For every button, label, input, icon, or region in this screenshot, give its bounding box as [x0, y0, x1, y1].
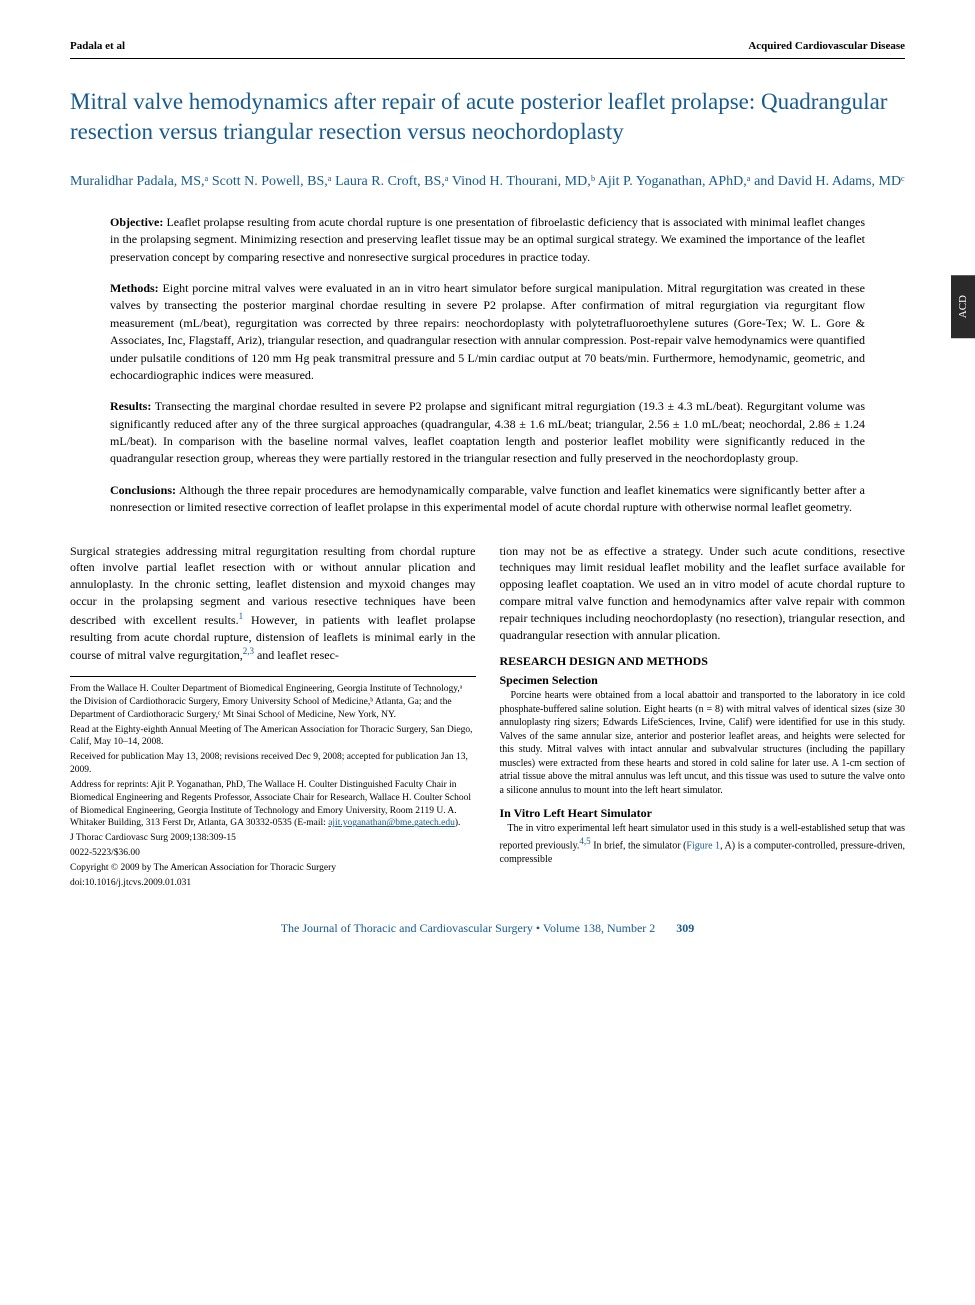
body-columns: Surgical strategies addressing mitral re… — [70, 543, 905, 892]
footnote-issn: 0022-5223/$36.00 — [70, 847, 476, 860]
intro-continuation: tion may not be as effective a strategy.… — [500, 543, 906, 644]
footnote-citation: J Thorac Cardiovasc Surg 2009;138:309-15 — [70, 832, 476, 845]
citation-ref[interactable]: 4,5 — [579, 836, 590, 846]
footer-journal: The Journal of Thoracic and Cardiovascul… — [281, 921, 656, 935]
specimen-body: Porcine hearts were obtained from a loca… — [500, 689, 906, 797]
citation-ref[interactable]: 2,3 — [243, 646, 254, 656]
running-header: Padala et al Acquired Cardiovascular Dis… — [70, 40, 905, 52]
abstract-text: Transecting the marginal chordae resulte… — [110, 399, 865, 465]
intro-paragraph: Surgical strategies addressing mitral re… — [70, 543, 476, 665]
article-title: Mitral valve hemodynamics after repair o… — [70, 87, 905, 147]
footnote-doi: doi:10.1016/j.jtcvs.2009.01.031 — [70, 877, 476, 890]
footnote-reprints: Address for reprints: Ajit P. Yoganathan… — [70, 779, 476, 830]
footnote-copyright: Copyright © 2009 by The American Associa… — [70, 862, 476, 875]
abstract-text: Although the three repair procedures are… — [110, 483, 865, 514]
footnotes: From the Wallace H. Coulter Department o… — [70, 683, 476, 891]
figure-link[interactable]: Figure 1 — [686, 841, 720, 852]
specimen-text: Porcine hearts were obtained from a loca… — [500, 690, 906, 796]
abstract-label: Conclusions: — [110, 483, 176, 497]
left-column: Surgical strategies addressing mitral re… — [70, 543, 476, 892]
footer-page-number: 309 — [676, 921, 694, 935]
abstract-objective: Objective: Leaflet prolapse resulting fr… — [110, 214, 865, 266]
abstract-conclusions: Conclusions: Although the three repair p… — [110, 482, 865, 517]
page-footer: The Journal of Thoracic and Cardiovascul… — [70, 921, 905, 936]
abstract-text: Leaflet prolapse resulting from acute ch… — [110, 215, 865, 264]
abstract-label: Methods: — [110, 281, 159, 295]
section-heading-methods: RESEARCH DESIGN AND METHODS — [500, 653, 906, 670]
side-tab: ACD — [951, 275, 975, 338]
abstract-results: Results: Transecting the marginal chorda… — [110, 398, 865, 468]
email-link[interactable]: ajit.yoganathan@bme.gatech.edu — [328, 818, 455, 828]
subsection-heading-specimen: Specimen Selection — [500, 672, 906, 689]
header-left: Padala et al — [70, 40, 125, 52]
subsection-heading-simulator: In Vitro Left Heart Simulator — [500, 805, 906, 822]
right-column: tion may not be as effective a strategy.… — [500, 543, 906, 892]
simulator-text-2: In brief, the simulator ( — [591, 841, 687, 852]
simulator-body: The in vitro experimental left heart sim… — [500, 822, 906, 867]
intro-text-3: and leaflet resec- — [254, 648, 339, 662]
header-rule — [70, 58, 905, 59]
author-list: Muralidhar Padala, MS,ᵃ Scott N. Powell,… — [70, 171, 905, 192]
abstract-label: Results: — [110, 399, 151, 413]
footnote-received: Received for publication May 13, 2008; r… — [70, 751, 476, 777]
footnote-reprints-end: ). — [455, 818, 461, 828]
abstract-text: Eight porcine mitral valves were evaluat… — [110, 281, 865, 382]
abstract-label: Objective: — [110, 215, 163, 229]
footnote-meeting: Read at the Eighty-eighth Annual Meeting… — [70, 724, 476, 750]
footnote-rule — [70, 676, 476, 677]
header-right: Acquired Cardiovascular Disease — [748, 40, 905, 52]
footnote-affiliation: From the Wallace H. Coulter Department o… — [70, 683, 476, 721]
page: Padala et al Acquired Cardiovascular Dis… — [0, 0, 975, 976]
abstract-methods: Methods: Eight porcine mitral valves wer… — [110, 280, 865, 384]
abstract: Objective: Leaflet prolapse resulting fr… — [110, 214, 865, 517]
